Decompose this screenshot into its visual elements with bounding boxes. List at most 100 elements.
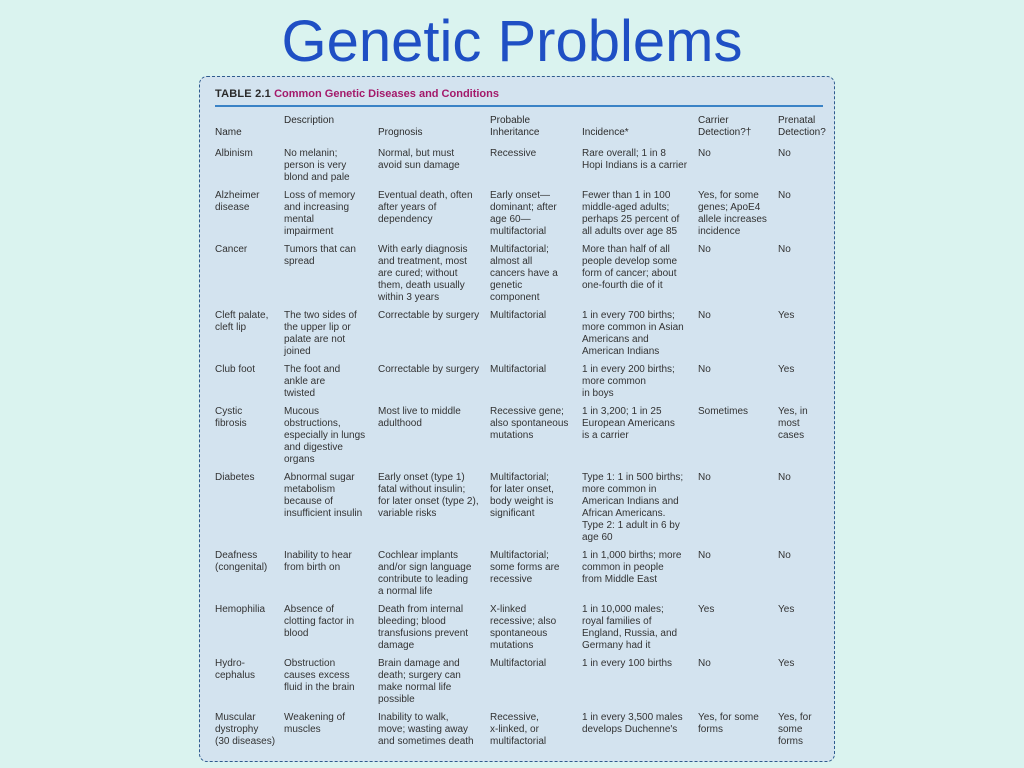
cell-prognosis: transfusions prevent	[378, 628, 469, 639]
cell-prognosis: within 3 years	[378, 292, 440, 303]
cell-inheritance: Recessive	[490, 148, 537, 159]
cell-incidence: middle-aged adults;	[582, 202, 670, 213]
cell-prognosis: bleeding; blood	[378, 616, 446, 627]
cell-carrier-detection: No	[698, 550, 711, 561]
cell-description: twisted	[284, 388, 316, 399]
cell-prognosis: avoid sun damage	[378, 160, 460, 171]
cell-inheritance: Multifactorial	[490, 658, 547, 669]
cell-incidence: more common	[582, 376, 646, 387]
cell-carrier-detection: allele increases	[698, 214, 767, 225]
cell-carrier-detection: No	[698, 472, 711, 483]
cell-description: impairment	[284, 226, 334, 237]
cell-prognosis: are cured; without	[378, 268, 458, 279]
cell-incidence: 1 in 10,000 males;	[582, 604, 664, 615]
cell-carrier-detection: Yes, for some	[698, 190, 759, 201]
cell-description: spread	[284, 256, 315, 267]
cell-description: insufficient insulin	[284, 508, 363, 519]
cell-description: Weakening of	[284, 712, 345, 723]
cell-description: organs	[284, 454, 315, 465]
cell-incidence: more common in Asian	[582, 322, 684, 333]
cell-description: metabolism	[284, 484, 336, 495]
cell-description: from birth on	[284, 562, 341, 573]
cell-description: blood	[284, 628, 309, 639]
cell-inheritance: X-linked	[490, 604, 527, 615]
column-header-name: Name	[215, 127, 242, 138]
cell-inheritance: significant	[490, 508, 535, 519]
cell-name: dystrophy	[215, 724, 259, 735]
cell-carrier-detection: Sometimes	[698, 406, 749, 417]
cell-description: muscles	[284, 724, 321, 735]
cell-description: especially in lungs	[284, 430, 366, 441]
cell-incidence: 1 in every 700 births;	[582, 310, 675, 321]
cell-prognosis: after years of	[378, 202, 437, 213]
cell-carrier-detection: No	[698, 310, 711, 321]
cell-inheritance: dominant; after	[490, 202, 557, 213]
cell-description: Inability to hear	[284, 550, 352, 561]
cell-name: Alzheimer	[215, 190, 260, 201]
cell-incidence: 1 in 3,200; 1 in 25	[582, 406, 662, 417]
cell-incidence: 1 in every 100 births	[582, 658, 673, 669]
cell-name: Deafness	[215, 550, 258, 561]
cell-description: and digestive	[284, 442, 343, 453]
cell-carrier-detection: No	[698, 658, 711, 669]
cell-name: Diabetes	[215, 472, 255, 483]
cell-name: Hemophilia	[215, 604, 266, 615]
table-caption: TABLE 2.1 Common Genetic Diseases and Co…	[215, 87, 499, 101]
cell-prenatal-detection: most	[778, 418, 800, 429]
cell-description: causes excess	[284, 670, 350, 681]
cell-prognosis: contribute to leading	[378, 574, 469, 585]
cell-incidence: European Americans	[582, 418, 675, 429]
cell-incidence: all adults over age 85	[582, 226, 678, 237]
cell-prognosis: Brain damage and	[378, 658, 460, 669]
table-header-rule	[215, 105, 823, 107]
cell-inheritance: Multifactorial	[490, 310, 547, 321]
cell-incidence: Hopi Indians is a carrier	[582, 160, 688, 171]
cell-incidence: common in people	[582, 562, 664, 573]
column-header-incidence: Incidence*	[582, 127, 629, 138]
cell-prognosis: Normal, but must	[378, 148, 455, 159]
cell-inheritance: almost all	[490, 256, 533, 267]
cell-incidence: 1 in 1,000 births; more	[582, 550, 682, 561]
cell-name: Cleft palate,	[215, 310, 269, 321]
cell-carrier-detection: No	[698, 364, 711, 375]
cell-prenatal-detection: No	[778, 190, 791, 201]
cell-prognosis: possible	[378, 694, 415, 705]
column-header-carrier-detection: Carrier	[698, 115, 729, 126]
cell-name: Hydro-	[215, 658, 246, 669]
cell-prenatal-detection: some	[778, 724, 803, 735]
cell-incidence: Rare overall; 1 in 8	[582, 148, 666, 159]
cell-prenatal-detection: Yes, for	[778, 712, 812, 723]
cell-prognosis: death; surgery can	[378, 670, 461, 681]
cell-incidence: one-fourth die of it	[582, 280, 663, 291]
cell-prognosis: and treatment, most	[378, 256, 467, 267]
cell-prognosis: and sometimes death	[378, 736, 474, 747]
cell-prognosis: a normal life	[378, 586, 433, 597]
cell-inheritance: Early onset—	[490, 190, 551, 201]
cell-name: (congenital)	[215, 562, 268, 573]
cell-incidence: American Indians and	[582, 496, 679, 507]
cell-description: Obstruction	[284, 658, 336, 669]
cell-description: The foot and	[284, 364, 341, 375]
cell-carrier-detection: No	[698, 148, 711, 159]
cell-name: Cancer	[215, 244, 248, 255]
cell-inheritance: Multifactorial;	[490, 550, 549, 561]
table-title: Common Genetic Diseases and Conditions	[274, 88, 499, 100]
cell-inheritance: body weight is	[490, 496, 554, 507]
cell-prognosis: damage	[378, 640, 415, 651]
cell-prognosis: Most live to middle	[378, 406, 461, 417]
cell-prognosis: fatal without insulin;	[378, 484, 466, 495]
cell-incidence: is a carrier	[582, 430, 629, 441]
cell-description: blond and pale	[284, 172, 350, 183]
column-header-inheritance: Probable	[490, 115, 531, 126]
cell-carrier-detection: No	[698, 244, 711, 255]
cell-incidence: perhaps 25 percent of	[582, 214, 680, 225]
cell-prognosis: them, death usually	[378, 280, 465, 291]
cell-name: Club foot	[215, 364, 256, 375]
cell-incidence: Americans and	[582, 334, 649, 345]
cell-inheritance: age 60—	[490, 214, 531, 225]
cell-prenatal-detection: cases	[778, 430, 805, 441]
cell-prenatal-detection: Yes	[778, 658, 795, 669]
cell-name: disease	[215, 202, 250, 213]
cell-description: clotting factor in	[284, 616, 355, 627]
cell-carrier-detection: Yes	[698, 604, 715, 615]
